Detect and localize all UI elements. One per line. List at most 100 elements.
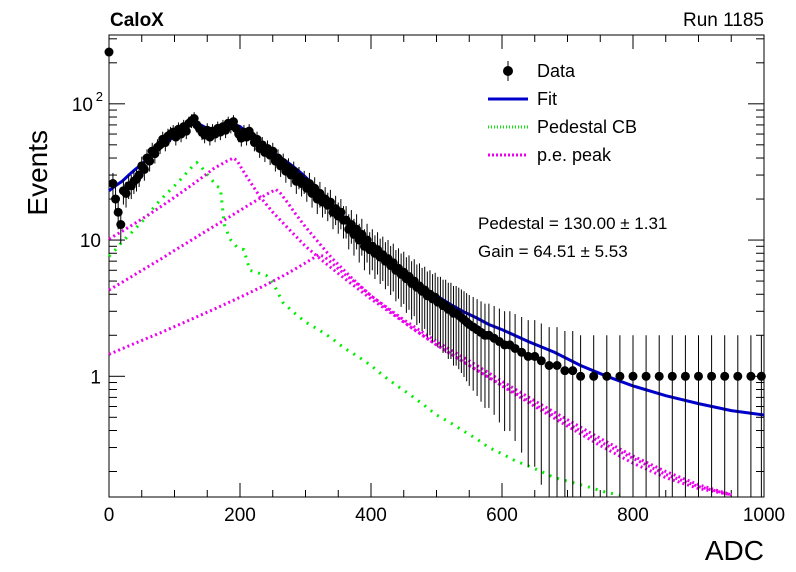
x-tick-label: 0 [104, 505, 115, 526]
data-point [589, 335, 599, 497]
data-point [628, 335, 638, 497]
legend-label: Pedestal CB [537, 117, 637, 137]
data-marker [544, 361, 554, 371]
curve-p-e-peak-2 [108, 187, 732, 497]
data-point [433, 276, 443, 348]
axis-ticks [108, 35, 765, 497]
data-point [523, 320, 533, 467]
data-marker [628, 371, 638, 381]
data-point [707, 335, 717, 497]
curve-p-e-peak-1 [108, 156, 732, 497]
legend-data-marker [503, 66, 513, 76]
data-point [494, 308, 504, 423]
data-marker [560, 366, 570, 376]
data-marker [707, 371, 717, 381]
data-marker [667, 371, 677, 381]
data-point [462, 293, 472, 382]
experiment-label: CaloX [110, 10, 164, 31]
y-tick-label-exponent: 2 [96, 89, 103, 104]
x-tick-label: 1000 [743, 505, 785, 526]
data-marker [756, 371, 766, 381]
data-point [536, 323, 546, 485]
data-marker [336, 207, 346, 217]
data-point [694, 335, 703, 497]
data-marker [641, 371, 651, 381]
data-marker [733, 371, 743, 381]
data-point [505, 311, 515, 432]
data-point [641, 335, 651, 497]
data-marker [680, 371, 690, 381]
data-point [428, 274, 438, 343]
data-marker [536, 356, 546, 366]
x-tick-label: 200 [224, 505, 256, 526]
data-point [756, 335, 766, 497]
data-marker [108, 179, 118, 189]
data-point [680, 335, 690, 497]
data-point [544, 327, 554, 497]
fit-curves [107, 119, 765, 497]
data-marker [530, 351, 540, 361]
legend-label: p.e. peak [537, 145, 612, 165]
data-point [104, 47, 114, 57]
gain-fit-result: Gain = 64.51 ± 5.53 [478, 242, 628, 261]
data-point [116, 210, 126, 244]
data-point [484, 303, 494, 408]
curve-fit [108, 119, 765, 417]
data-marker [720, 371, 730, 381]
data-marker [145, 156, 155, 166]
data-point [435, 276, 445, 348]
data-point [720, 335, 730, 497]
data-marker [104, 47, 114, 57]
data-marker [552, 361, 562, 371]
data-points [104, 47, 766, 497]
x-axis-label: ADC [705, 535, 764, 566]
legend-label: Data [537, 61, 576, 81]
data-marker [510, 343, 520, 353]
x-tick-label: 400 [355, 505, 387, 526]
data-point [441, 279, 451, 353]
y-tick-label: 10 [80, 231, 101, 252]
data-point [568, 331, 578, 497]
data-marker [181, 126, 191, 136]
legend: Data Fit Pedestal CB p.e. peak [488, 61, 637, 165]
data-point [108, 172, 118, 197]
data-point [530, 320, 540, 467]
data-marker [746, 371, 756, 381]
data-point [552, 327, 562, 497]
plot-frame [108, 34, 765, 498]
data-marker [139, 164, 149, 174]
data-point [510, 314, 520, 441]
data-point [517, 316, 527, 453]
data-marker [517, 347, 527, 357]
x-tick-label: 600 [486, 505, 518, 526]
data-point [733, 335, 743, 497]
run-label: Run 1185 [683, 10, 764, 31]
data-point [667, 335, 677, 497]
data-point [615, 335, 625, 497]
data-marker [694, 371, 703, 381]
pedestal-fit-result: Pedestal = 130.00 ± 1.31 [478, 214, 667, 233]
legend-label: Fit [537, 89, 557, 109]
data-point [454, 287, 464, 370]
y-tick-label: 10 [72, 95, 93, 116]
curve-pedestal-cb [107, 160, 621, 497]
data-point [746, 335, 756, 497]
data-marker [523, 351, 533, 361]
data-marker [654, 371, 664, 381]
data-marker [113, 207, 123, 217]
y-tick-label: 1 [90, 367, 101, 388]
data-marker [111, 194, 121, 204]
data-marker [615, 371, 625, 381]
data-point [654, 335, 664, 497]
data-point [464, 295, 474, 386]
y-axis-label: Events [22, 130, 53, 216]
data-point [602, 335, 612, 497]
data-point [456, 289, 466, 374]
data-point [560, 331, 570, 497]
data-marker [568, 366, 578, 376]
data-point [459, 291, 469, 378]
data-point [422, 271, 432, 338]
x-tick-label: 800 [617, 505, 649, 526]
